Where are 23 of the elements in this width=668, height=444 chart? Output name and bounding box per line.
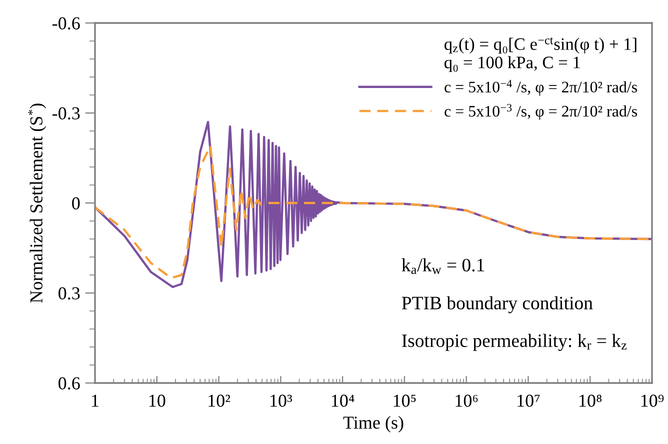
y-tick-label: 0.6 [58, 377, 80, 390]
legend-label: c = 5x10$^{−3}$ /s, φ = 2π/10² rad/s [444, 104, 638, 120]
legend-title: q$_{z}$(t) = q₀[C e$^{−ct}$sin(φ t) + 1] q₀ = 100 kPa, C = 1 [444, 37, 636, 72]
x-tick-label: 10 [149, 394, 166, 407]
y-tick-label: -0.6 [52, 17, 80, 30]
x-tick-label: 10⁴ [332, 394, 354, 407]
x-tick-label: 10⁵ [394, 394, 416, 407]
annotation: PTIB boundary condition [402, 296, 593, 314]
x-tick-label: 10⁹ [641, 394, 664, 407]
x-axis-title: Time (s) [343, 416, 404, 432]
y-tick-label: -0.3 [52, 107, 80, 120]
annotation: k$_{a}$/k$_{w}$ = 0.1 [402, 258, 484, 274]
y-tick-label: 0 [72, 197, 80, 210]
x-tick-label: 10³ [270, 394, 292, 407]
x-tick-label: 10⁷ [518, 394, 540, 407]
y-tick-label: 0.3 [58, 287, 80, 300]
annotation: Isotropic permeability: k$_{r}$ = k$_{z}$ [402, 334, 627, 351]
legend-label: c = 5x10$^{−4}$ /s, φ = 2π/10² rad/s [444, 80, 638, 96]
x-tick-label: 1 [92, 394, 98, 407]
x-tick-label: 10⁸ [580, 394, 602, 407]
x-tick-label: 10² [208, 394, 230, 407]
y-axis-title: Normalized Settlement (S$^{*}$) [28, 104, 46, 303]
x-tick-label: 10⁶ [456, 394, 478, 407]
